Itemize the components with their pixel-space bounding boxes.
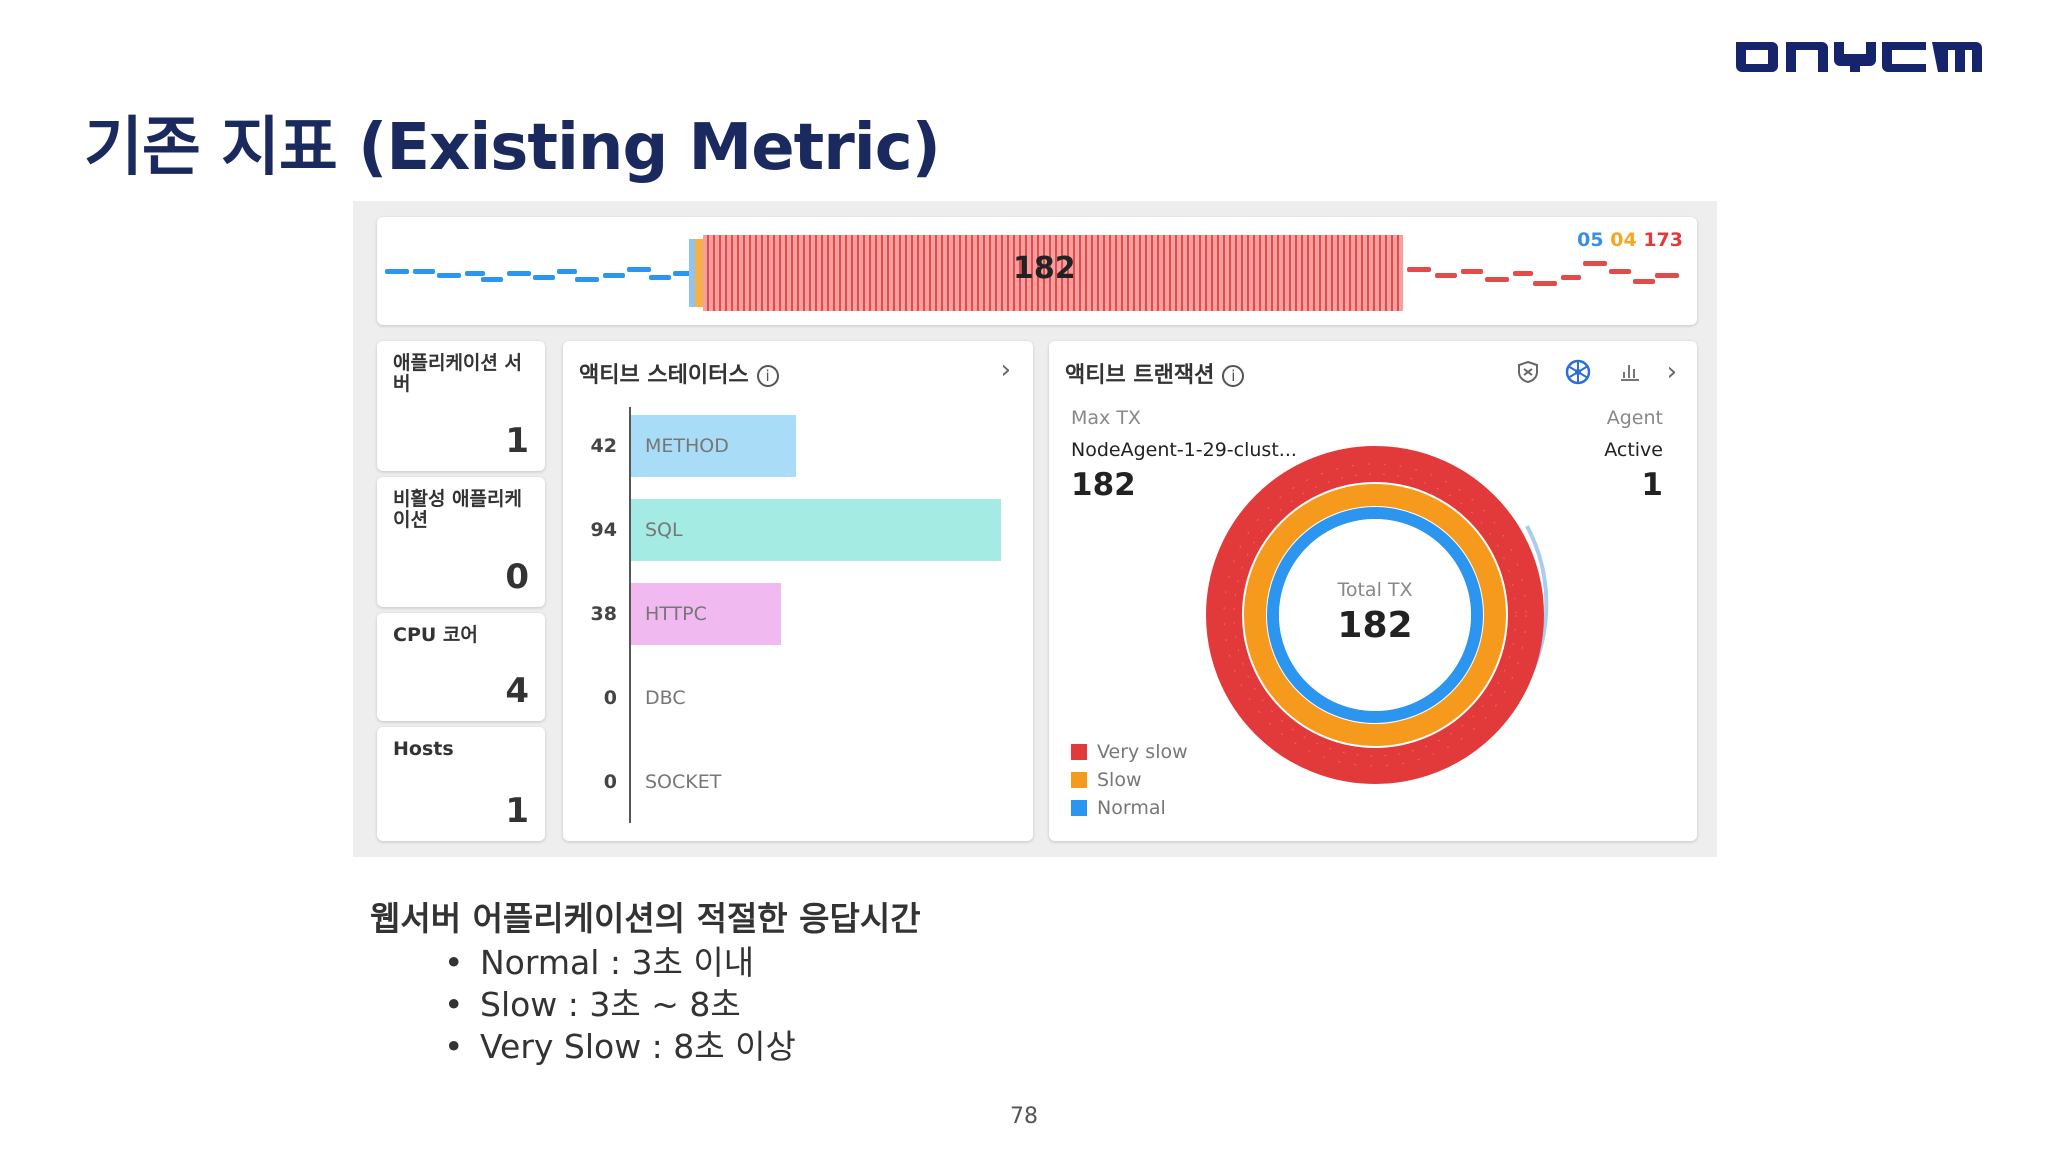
normal-ring — [1267, 507, 1483, 723]
total-tx-donut — [1206, 446, 1549, 784]
status-count: 94 — [590, 519, 617, 541]
list-item: Very Slow : 8초 이상 — [444, 1026, 921, 1068]
legend-label: Slow — [1097, 769, 1142, 791]
status-count: 0 — [603, 771, 617, 793]
slow-count: 04 — [1610, 229, 1637, 251]
active-status-title: 액티브 스테이터스 i — [579, 357, 779, 389]
metric-value: 1 — [505, 421, 529, 461]
status-label: HTTPC — [645, 603, 707, 625]
status-bar-sql[interactable] — [631, 499, 1001, 561]
status-bar-method[interactable] — [631, 415, 796, 477]
active-status-card: 액티브 스테이터스 i › 42 METHOD 94 SQL 38 HTTPC 0 DBC 0 SO… — [563, 341, 1033, 841]
info-icon[interactable]: i — [756, 365, 779, 387]
status-count: 0 — [603, 687, 617, 709]
speed-bar-visual — [385, 235, 1679, 311]
metric-card-hosts[interactable]: Hosts 1 — [377, 727, 545, 841]
max-tx-agent[interactable]: NodeAgent-1-29-clust... — [1071, 439, 1297, 461]
slow-ring — [1244, 484, 1506, 746]
metric-value: 4 — [505, 671, 529, 711]
metric-label: 애플리케이션 서버 — [393, 352, 522, 395]
status-label: METHOD — [645, 435, 729, 457]
list-item: Slow : 3초 ~ 8초 — [444, 984, 921, 1026]
active-transactions-block — [703, 235, 1403, 311]
very-slow-count: 173 — [1643, 229, 1683, 251]
metric-value: 1 — [505, 791, 529, 831]
bar-chart-icon[interactable] — [1617, 360, 1641, 384]
metric-card-cpu-cores[interactable]: CPU 코어 4 — [377, 613, 545, 721]
metric-card-inactive-apps[interactable]: 비활성 애플리케이션 0 — [377, 477, 545, 607]
status-label: SOCKET — [645, 771, 722, 793]
metric-label: CPU 코어 — [393, 624, 478, 646]
chevron-right-icon[interactable]: › — [1666, 357, 1677, 387]
normal-count: 05 — [1577, 229, 1604, 251]
page-number: 78 — [1010, 1104, 1038, 1129]
legend-swatch — [1071, 772, 1087, 788]
legend-swatch — [1071, 800, 1087, 816]
outgoing-dashes — [1407, 261, 1679, 286]
agent-label: Agent — [1606, 407, 1663, 429]
status-label: DBC — [645, 687, 686, 709]
speed-bar-total: 182 — [1013, 251, 1076, 286]
max-tx-label: Max TX — [1071, 407, 1141, 429]
metric-card-app-servers[interactable]: 애플리케이션 서버 1 — [377, 341, 545, 471]
notes-list: Normal : 3초 이내 Slow : 3초 ~ 8초 Very Slow … — [370, 942, 921, 1068]
legend-normal: Normal — [1071, 797, 1166, 819]
legend-swatch — [1071, 744, 1087, 760]
metric-label: Hosts — [393, 738, 454, 760]
response-time-notes: 웹서버 어플리케이션의 적절한 응답시간 Normal : 3초 이내 Slow… — [370, 892, 921, 1068]
shield-x-icon[interactable] — [1517, 360, 1539, 384]
active-value: 1 — [1641, 467, 1663, 503]
active-status-title-text: 액티브 스테이터스 — [579, 363, 749, 388]
legend-very-slow: Very slow — [1071, 741, 1188, 763]
status-label: SQL — [645, 519, 683, 541]
list-item: Normal : 3초 이내 — [444, 942, 921, 984]
metric-value: 0 — [505, 557, 529, 597]
onycom-logo — [1734, 40, 1984, 78]
max-tx-value: 182 — [1071, 467, 1136, 503]
active-label: Active — [1604, 439, 1663, 461]
active-transaction-card: 액티브 트랜잭션 i › Max TX NodeAgent-1-29-clust.… — [1049, 341, 1697, 841]
active-tx-title: 액티브 트랜잭션 i — [1065, 357, 1245, 389]
legend-label: Normal — [1097, 797, 1166, 819]
metric-cards: 애플리케이션 서버 1 비활성 애플리케이션 0 CPU 코어 4 Hosts … — [377, 341, 547, 841]
status-count: 42 — [590, 435, 617, 457]
total-tx-label: Total TX — [1337, 579, 1413, 601]
total-tx-value: 182 — [1337, 605, 1413, 646]
network-icon[interactable] — [1565, 359, 1591, 385]
status-bar-httpc[interactable] — [631, 583, 781, 645]
legend-slow: Slow — [1071, 769, 1142, 791]
legend-label: Very slow — [1097, 741, 1188, 763]
metric-label: 비활성 애플리케이션 — [393, 488, 522, 531]
speed-bar-card: 182 05 04 173 — [377, 217, 1697, 325]
page-title: 기존 지표 (Existing Metric) — [84, 111, 941, 185]
incoming-dashes — [385, 267, 695, 282]
dashboard-screenshot: 182 05 04 173 애플리케이션 서버 1 비활성 애플리케이션 0 C… — [353, 201, 1717, 857]
active-tx-title-text: 액티브 트랜잭션 — [1065, 363, 1215, 388]
info-icon[interactable]: i — [1222, 365, 1245, 387]
chevron-right-icon[interactable]: › — [1000, 355, 1011, 385]
status-axis-line — [629, 407, 631, 823]
speed-bar-counts: 05 04 173 — [1577, 229, 1683, 251]
onycom-logo-mark — [1736, 42, 1982, 72]
tx-toolbar: › — [1517, 357, 1677, 387]
notes-heading: 웹서버 어플리케이션의 적절한 응답시간 — [370, 899, 921, 938]
status-count: 38 — [590, 603, 617, 625]
